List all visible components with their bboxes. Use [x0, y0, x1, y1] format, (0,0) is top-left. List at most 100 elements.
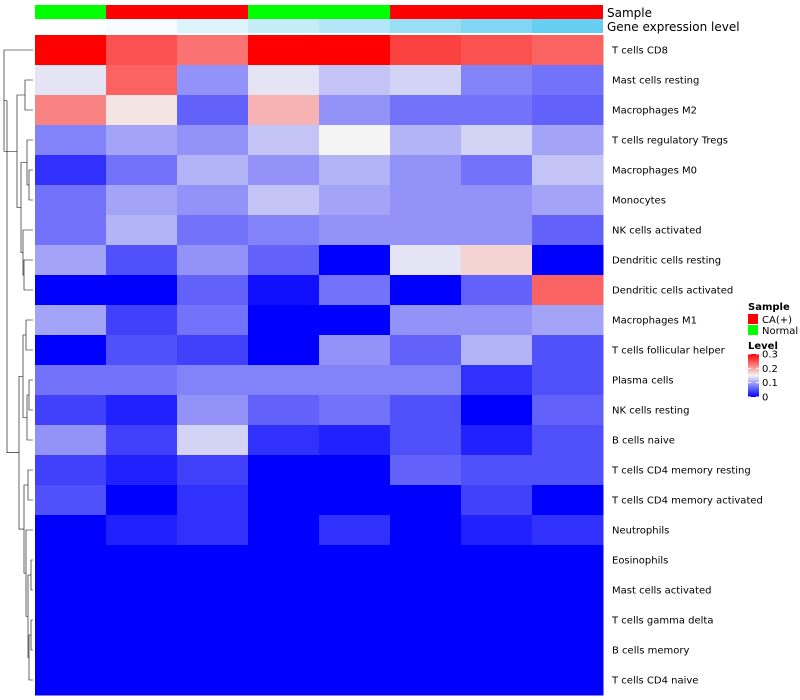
sample-annotation-cell — [177, 5, 248, 19]
row-label: T cells regulatory Tregs — [611, 136, 728, 147]
expression-annotation-cell — [248, 19, 319, 33]
heatmap-cell — [319, 635, 391, 666]
dendrogram-branch — [20, 162, 27, 253]
heatmap-cell — [390, 245, 462, 276]
heatmap-cell — [106, 305, 178, 336]
dendrogram-branch — [26, 394, 33, 441]
dendrogram-branch — [27, 574, 31, 658]
legend-swatch — [748, 314, 758, 324]
legend-level-title: Level — [748, 341, 778, 352]
sample-annotation-cell — [319, 5, 390, 19]
heatmap-cell — [532, 35, 604, 66]
legend: Sample CA(+)Normal Level 0.3 0.2 0.1 0 — [748, 302, 798, 404]
dendrogram-branch — [30, 559, 33, 591]
heatmap-cell — [390, 665, 462, 696]
heatmap-cell — [106, 155, 178, 186]
expression-annotation-bar — [35, 19, 603, 33]
heatmap-cell — [106, 455, 178, 486]
row-label: Mast cells activated — [612, 586, 711, 597]
heatmap-cell — [532, 185, 604, 216]
heatmap-cell — [177, 605, 249, 636]
dendrogram-branch — [23, 259, 33, 291]
heatmap-cell — [248, 125, 320, 156]
heatmap-cell — [106, 245, 178, 276]
heatmap-cell — [177, 485, 249, 516]
heatmap-cell — [461, 125, 533, 156]
heatmap-cell — [177, 545, 249, 576]
heatmap-cell — [532, 575, 604, 606]
row-label: T cells CD8 — [611, 46, 668, 57]
heatmap-cell — [461, 335, 533, 366]
heatmap-cell — [319, 605, 391, 636]
expression-annotation-label: Gene expression level — [607, 20, 740, 34]
heatmap-cell — [390, 65, 462, 96]
heatmap-cell — [390, 485, 462, 516]
sample-annotation-bar — [35, 5, 603, 19]
heatmap-cell — [35, 365, 107, 396]
heatmap-cell — [319, 65, 391, 96]
heatmap-cell — [532, 395, 604, 426]
dendrogram-branch — [22, 334, 27, 418]
heatmap-cell — [106, 485, 178, 516]
row-label: T cells gamma delta — [611, 616, 713, 627]
row-label: T cells CD4 naive — [611, 676, 698, 687]
sample-annotation-cell — [248, 5, 319, 19]
heatmap-cell — [248, 455, 320, 486]
row-label: NK cells resting — [612, 406, 689, 417]
heatmap-cell — [35, 545, 107, 576]
heatmap-cell — [177, 635, 249, 666]
heatmap-cell — [106, 575, 178, 606]
heatmap-cell — [532, 275, 604, 306]
heatmap-cell — [319, 665, 391, 696]
heatmap-cells — [35, 35, 604, 696]
heatmap-cell — [248, 425, 320, 456]
heatmap-cell — [248, 635, 320, 666]
heatmap-cell — [248, 575, 320, 606]
heatmap-cell — [532, 665, 604, 696]
heatmap-cell — [248, 185, 320, 216]
heatmap-cell — [390, 35, 462, 66]
heatmap-cell — [177, 335, 249, 366]
sample-annotation-cell — [390, 5, 461, 19]
heatmap-cell — [35, 455, 107, 486]
heatmap-cell — [106, 95, 178, 126]
heatmap-cell — [177, 275, 249, 306]
heatmap-cell — [248, 365, 320, 396]
heatmap-cell — [319, 125, 391, 156]
legend-tick-label: 0.2 — [762, 364, 778, 375]
heatmap-cell — [35, 155, 107, 186]
heatmap-cell — [106, 335, 178, 366]
sample-annotation-cell — [532, 5, 603, 19]
dendrogram-branch — [26, 139, 33, 186]
heatmap-cell — [461, 35, 533, 66]
heatmap-cell — [532, 215, 604, 246]
heatmap-cell — [35, 515, 107, 546]
row-label: B cells naive — [612, 436, 675, 447]
heatmap-cell — [390, 215, 462, 246]
row-label: B cells memory — [612, 646, 689, 657]
heatmap-cell — [35, 35, 107, 66]
heatmap-cell — [177, 425, 249, 456]
heatmap-cell — [461, 635, 533, 666]
heatmap-cell — [106, 395, 178, 426]
heatmap-cell — [35, 605, 107, 636]
heatmap-cell — [248, 215, 320, 246]
heatmap-cell — [319, 95, 391, 126]
heatmap-cell — [390, 125, 462, 156]
row-label: T cells CD4 memory activated — [611, 496, 763, 507]
heatmap-cell — [35, 215, 107, 246]
sample-annotation-label: Sample — [607, 6, 652, 20]
heatmap-cell — [390, 395, 462, 426]
heatmap-cell — [177, 185, 249, 216]
sample-annotation-cell — [461, 5, 532, 19]
heatmap-cell — [390, 365, 462, 396]
heatmap-cell — [177, 215, 249, 246]
dendrogram-branch — [24, 79, 33, 111]
heatmap-cell — [248, 515, 320, 546]
heatmap-cell — [177, 455, 249, 486]
row-label: Neutrophils — [612, 526, 669, 537]
heatmap-cell — [106, 65, 178, 96]
heatmap-cell — [106, 35, 178, 66]
heatmap-cell — [319, 275, 391, 306]
heatmap-cell — [532, 515, 604, 546]
